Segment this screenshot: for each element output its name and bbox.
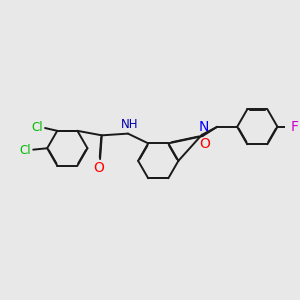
- Text: Cl: Cl: [31, 121, 43, 134]
- Text: O: O: [93, 161, 104, 176]
- Text: F: F: [291, 120, 299, 134]
- Text: NH: NH: [121, 118, 139, 131]
- Text: O: O: [199, 137, 210, 151]
- Text: Cl: Cl: [20, 144, 32, 157]
- Text: N: N: [199, 120, 209, 134]
